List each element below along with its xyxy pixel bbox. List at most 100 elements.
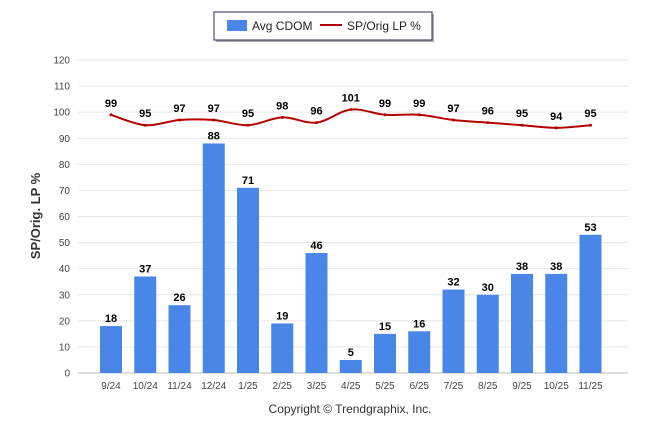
line-point [520,123,524,127]
line-value-label: 95 [516,108,528,120]
bar-value-label: 16 [413,318,425,330]
y-tick-label: 70 [59,186,71,197]
bar-value-label: 38 [516,261,528,273]
line-point [349,108,353,112]
legend-label-sp-orig: SP/Orig LP % [347,19,421,33]
bar-value-label: 32 [447,277,459,289]
y-tick-label: 20 [59,316,71,327]
x-tick-label: 4/25 [341,381,361,392]
x-tick-label: 7/25 [444,381,464,392]
bar-value-label: 71 [242,175,254,187]
bar [305,253,328,373]
x-axis-ticks: 9/24 10/24 11/24 12/24 1/25 2/25 3/25 4/25 5/25 6… [101,381,603,392]
gridlines [78,59,628,374]
line-value-label: 99 [413,98,425,110]
x-tick-label: 3/25 [307,381,327,392]
bar-value-label: 15 [379,321,391,333]
y-tick-label: 90 [59,134,71,145]
line-point [212,118,216,122]
y-tick-label: 0 [64,369,70,380]
line-series [109,108,592,130]
x-tick-label: 10/24 [133,381,158,392]
bar [476,294,499,373]
y-tick-label: 10 [59,342,71,353]
line-value-label: 96 [482,106,494,118]
line-value-label: 94 [550,111,563,123]
bar-value-label: 30 [482,282,494,294]
x-tick-label: 6/25 [410,381,430,392]
legend-label-avg-cdom: Avg CDOM [252,19,312,33]
bar-value-label: 37 [139,263,151,275]
line-point [452,118,455,122]
x-tick-label: 2/25 [273,381,293,392]
bar-value-label: 88 [208,130,220,142]
x-tick-label: 5/25 [375,381,395,392]
bar [579,234,602,373]
line-value-label: 97 [173,103,185,115]
line-value-label: 98 [276,100,288,112]
x-tick-label: 11/25 [578,381,603,392]
y-tick-label: 60 [59,212,71,223]
bar-value-label: 5 [348,347,354,359]
bar-value-label: 18 [105,313,117,325]
line-point [554,126,558,130]
x-tick-label: 11/24 [167,381,192,392]
line-point [246,123,250,127]
line-point [109,113,113,117]
x-tick-label: 9/24 [101,381,121,392]
line-point [486,121,490,125]
bar [408,331,431,373]
y-tick-label: 110 [54,82,70,93]
x-tick-label: 8/25 [478,381,498,392]
y-tick-label: 40 [59,264,71,275]
bar [168,305,191,373]
x-tick-label: 1/25 [238,381,258,392]
bar [545,273,568,373]
line-point [417,113,421,117]
bar [271,323,294,373]
y-tick-label: 120 [53,56,70,67]
copyright-text: Copyright © Trendgraphix, Inc. [269,402,432,416]
y-tick-label: 100 [53,108,70,119]
line-point [315,121,318,125]
line-value-label: 95 [242,108,254,120]
line-value-label: 95 [139,108,151,120]
y-axis-label: SP/Orig. LP % [28,172,43,259]
legend-swatch-avg-cdom [227,20,247,31]
y-tick-label: 80 [59,160,71,171]
line-point [280,115,284,119]
legend: Avg CDOM SP/Orig LP % [213,11,434,42]
line-value-label: 95 [584,108,596,120]
line-value-label: 99 [105,98,117,110]
line-value-label: 96 [310,106,322,118]
bar-value-label: 26 [173,292,185,304]
bar [237,187,259,373]
bar [442,289,465,373]
line-value-label: 97 [447,103,459,115]
line-point [143,123,147,127]
bar-value-label: 46 [310,240,322,252]
line-point [178,118,181,122]
x-tick-label: 12/24 [201,381,226,392]
bar-value-label: 53 [584,222,596,234]
x-tick-label: 10/25 [544,381,569,392]
bar [511,273,533,373]
bar [339,359,362,373]
bar [134,276,157,373]
bar-value-label: 19 [276,310,288,322]
line-value-label: 101 [342,93,360,105]
line-value-label: 99 [379,98,391,110]
y-tick-label: 50 [59,238,71,249]
line-point [383,113,387,117]
bar [202,143,225,373]
line-point [589,123,592,127]
line-data-labels: 99 95 97 97 95 98 96 101 99 99 97 96 95 94 95 [105,93,597,123]
bar-data-labels: 18 37 26 88 71 19 46 5 15 16 32 30 38 38 53 [105,130,597,358]
bar-value-label: 38 [550,261,562,273]
bar [374,333,396,373]
bar [100,326,122,373]
line-value-label: 97 [208,103,220,115]
bar-series [100,143,602,373]
y-tick-label: 30 [59,290,71,301]
